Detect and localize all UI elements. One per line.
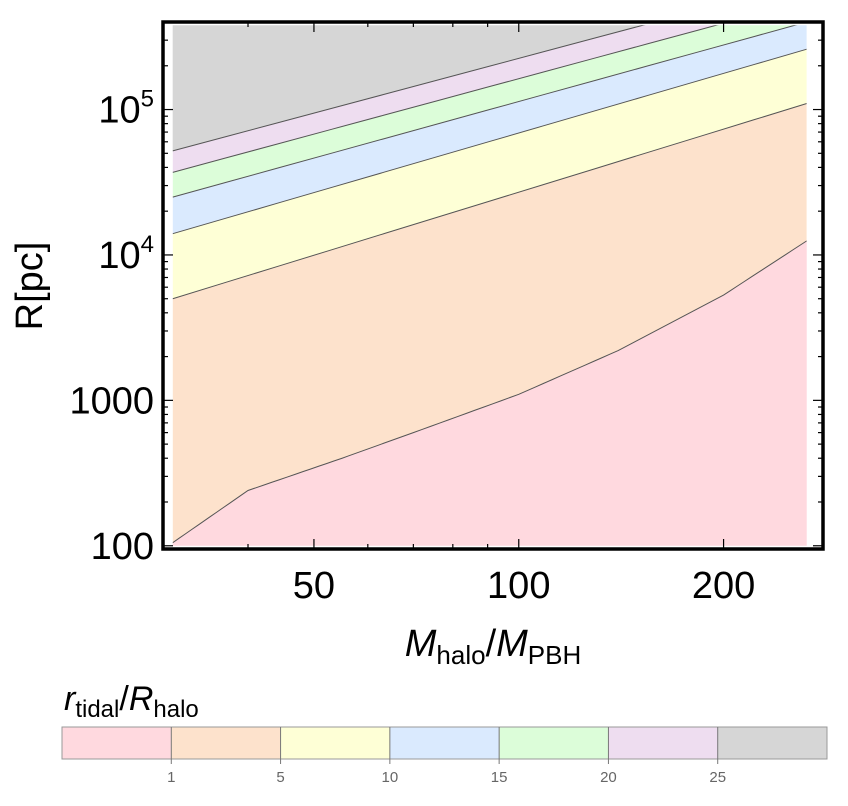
- contour-line-15: [172, 25, 797, 198]
- contour-line-1: [172, 240, 807, 544]
- colorbar: 1 5 10 15 20 25: [61, 726, 828, 786]
- contour-band-1: [172, 103, 807, 543]
- colorbar-swatch-0: [62, 727, 172, 759]
- colorbar-tick-label-15: 15: [491, 769, 508, 786]
- contour-bands: [172, 25, 807, 546]
- contour-band-0: [172, 240, 807, 546]
- colorbar-title: rtidal/Rhalo: [64, 680, 199, 723]
- x-tick-label-200: 200: [692, 565, 755, 607]
- contour-band-3: [172, 25, 807, 234]
- contour-line-10: [172, 48, 807, 235]
- colorbar-tick-label-25: 25: [709, 769, 726, 786]
- plot-frame: [161, 20, 825, 551]
- colorbar-tick-label-5: 5: [276, 769, 284, 786]
- y-tick-label-10000: 104: [98, 231, 154, 277]
- contour-line-5: [172, 103, 807, 300]
- colorbar-swatch-2: [280, 727, 390, 759]
- y-axis-label: R[pc]: [9, 242, 51, 331]
- colorbar-swatch-1: [171, 727, 281, 759]
- colorbar-tick-label-20: 20: [600, 769, 617, 786]
- colorbar-swatch-5: [608, 727, 718, 759]
- x-tick-label-100: 100: [487, 565, 550, 607]
- colorbar-tick-label-1: 1: [167, 769, 175, 786]
- y-tick-label-1000: 1000: [69, 380, 154, 422]
- y-tick-label-100: 100: [91, 526, 154, 568]
- contour-band-2: [172, 49, 807, 299]
- contour-line-25: [172, 25, 645, 152]
- colorbar-swatch-3: [389, 727, 500, 759]
- x-tick-label-50: 50: [293, 565, 335, 607]
- axis-ticks: [162, 21, 823, 549]
- contour-lines: [172, 25, 807, 544]
- colorbar-swatch-4: [499, 727, 609, 759]
- colorbar-frame: [61, 726, 828, 760]
- contour-line-20: [172, 25, 719, 173]
- colorbar-tick-label-10: 10: [382, 769, 399, 786]
- colorbar-swatch-6: [717, 727, 827, 759]
- x-axis-label: Mhalo/MPBH: [405, 623, 582, 670]
- axis-tick-labels: 50 100 200 100 1000 104 105: [69, 86, 755, 607]
- y-tick-label-100000: 105: [98, 86, 154, 132]
